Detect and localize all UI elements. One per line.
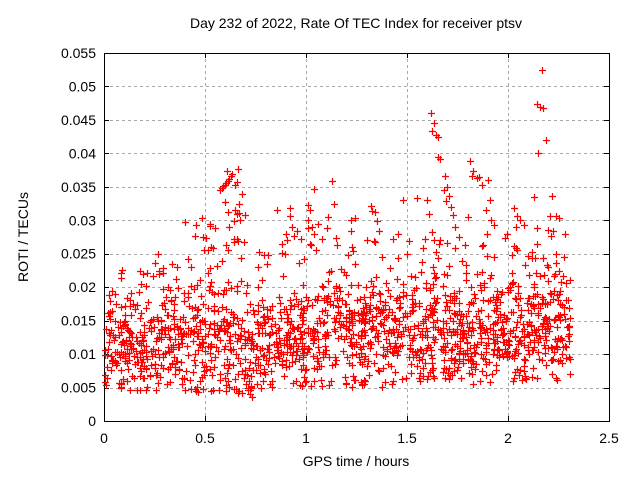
x-tick-label: 0.5 [195, 430, 215, 446]
y-tick-label: 0.01 [69, 346, 96, 362]
y-tick-label: 0.03 [69, 212, 96, 228]
y-tick-label: 0.015 [61, 313, 96, 329]
y-tick-label: 0.035 [61, 179, 96, 195]
y-tick-label: 0 [88, 413, 96, 429]
x-tick-label: 0 [100, 430, 108, 446]
grid [104, 53, 609, 421]
scatter-series [102, 67, 574, 401]
axes [104, 53, 610, 422]
tick-labels: 0 0.5 1 1.5 2 2.5 0 0.005 0.01 0.015 0.02 0.025 0.03… [61, 45, 619, 446]
y-tick-label: 0.05 [69, 78, 96, 94]
x-axis-label: GPS time / hours [303, 453, 410, 469]
chart-title: Day 232 of 2022, Rate Of TEC Index for r… [190, 15, 522, 31]
y-tick-label: 0.005 [61, 380, 96, 396]
y-tick-label: 0.02 [69, 279, 96, 295]
y-tick-label: 0.025 [61, 246, 96, 262]
y-tick-label: 0.04 [69, 145, 96, 161]
y-tick-label: 0.055 [61, 45, 96, 61]
x-tick-label: 1.5 [397, 430, 417, 446]
x-tick-label: 2.5 [599, 430, 619, 446]
plot-border [104, 53, 610, 422]
x-tick-label: 2 [504, 430, 512, 446]
y-tick-label: 0.045 [61, 112, 96, 128]
x-tick-label: 1 [302, 430, 310, 446]
y-axis-label: ROTI / TECUs [15, 192, 31, 282]
scatter-points [102, 67, 574, 401]
